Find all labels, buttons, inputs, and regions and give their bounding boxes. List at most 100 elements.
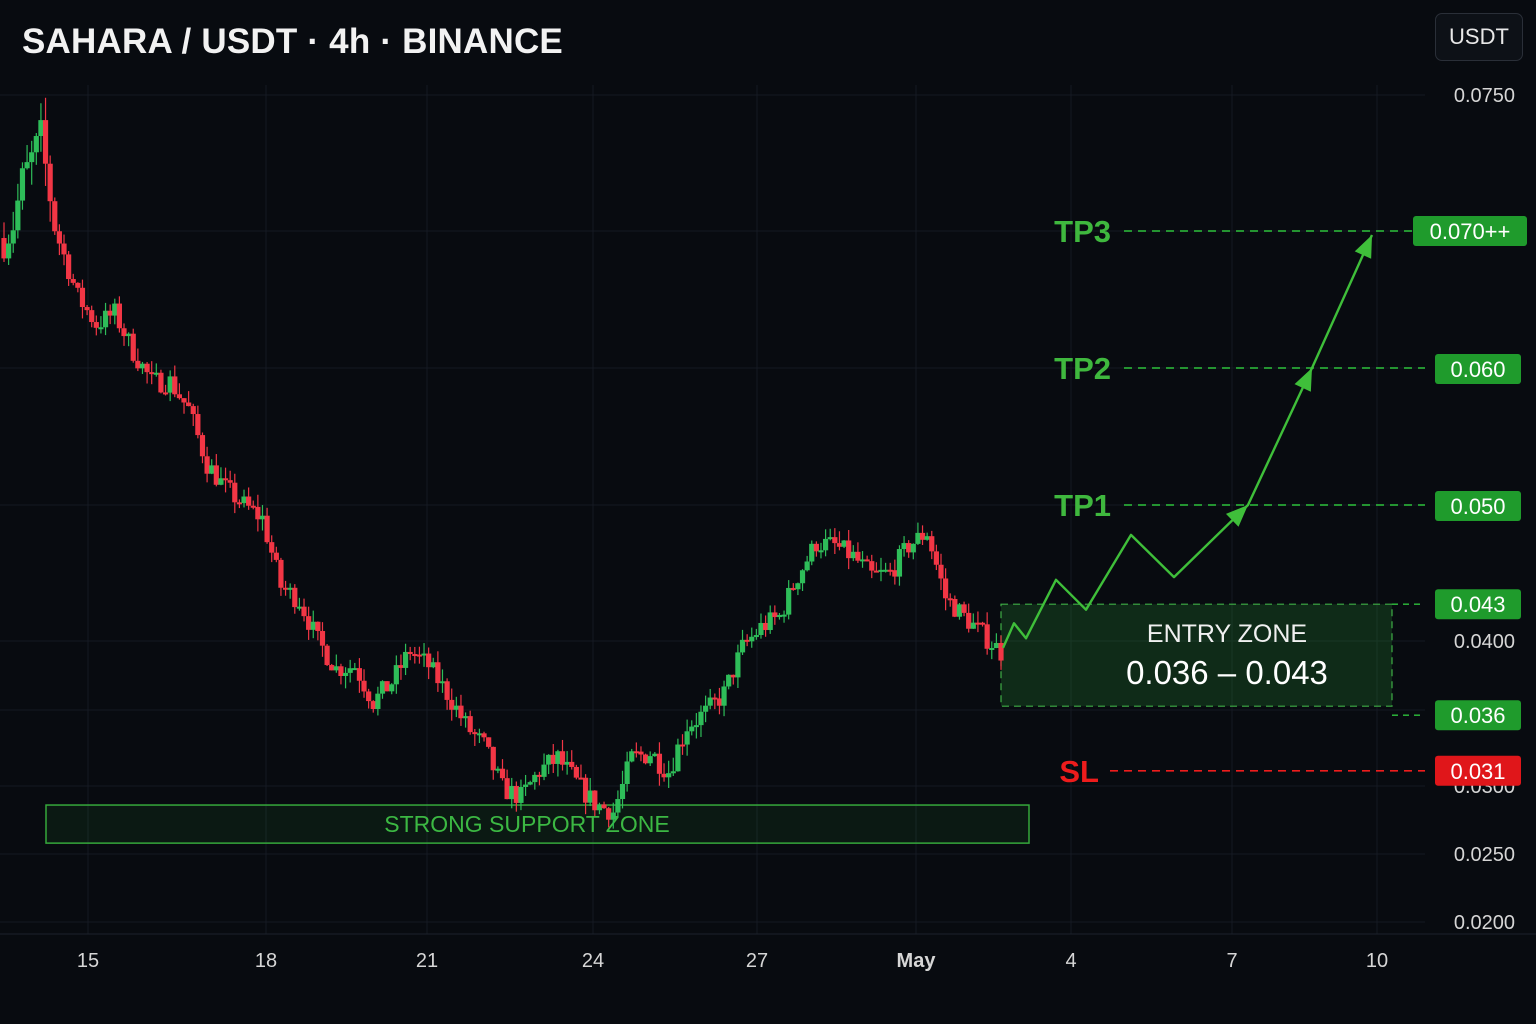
candle-body	[846, 540, 852, 559]
tp2-arrowhead	[1294, 368, 1312, 392]
price-tag-tp1-bg	[1435, 491, 1521, 521]
candle-body	[407, 651, 413, 655]
candle-body	[139, 363, 146, 369]
candle-body	[758, 622, 764, 636]
candle-body	[1, 238, 7, 259]
candle-body	[532, 774, 538, 783]
candle-body	[186, 402, 192, 407]
target-label-tp3: TP3	[1054, 214, 1111, 249]
candle-body	[596, 804, 603, 811]
candle-body	[569, 761, 575, 767]
candle-body	[102, 310, 109, 328]
candle-body	[906, 543, 912, 553]
entry-zone	[1000, 603, 1393, 707]
candle-body	[993, 642, 999, 649]
candle-body	[421, 653, 427, 656]
candle-body	[384, 681, 390, 692]
candle-body	[61, 243, 67, 255]
candle-body	[176, 394, 182, 399]
candle-body	[749, 636, 755, 642]
candle-body	[582, 777, 589, 803]
projection-path	[1001, 234, 1374, 649]
candle-body	[933, 551, 939, 565]
candle-body	[629, 751, 635, 762]
candle-body	[721, 686, 727, 706]
candle-body	[998, 642, 1004, 661]
candle-body	[799, 570, 806, 584]
candle-body	[287, 587, 293, 590]
candle-body	[712, 697, 718, 700]
candle-body	[823, 538, 829, 551]
candle-body	[29, 152, 35, 163]
currency-button[interactable]: USDT	[1435, 13, 1523, 61]
candle-body	[10, 230, 16, 244]
candle-body	[910, 543, 916, 553]
price-tag-stop-loss: 0.031	[1435, 755, 1521, 786]
candle-body	[943, 578, 949, 599]
candle-body	[550, 754, 556, 764]
candle-body	[52, 201, 58, 232]
candle-body	[929, 536, 935, 552]
candle-body	[472, 732, 478, 735]
candle-body	[786, 587, 792, 615]
candle-body	[666, 773, 672, 778]
candle-body	[624, 761, 630, 785]
candle-body	[232, 482, 238, 503]
candle-body	[190, 406, 196, 415]
candle-body	[887, 569, 893, 572]
entry-zone-title: ENTRY ZONE	[1147, 620, 1307, 648]
candle-body	[375, 693, 381, 709]
candle-body	[883, 569, 889, 572]
candle-body	[236, 502, 243, 505]
candle-body	[966, 612, 972, 629]
support-zone	[45, 804, 1030, 844]
candle-body	[329, 665, 335, 671]
candle-body	[813, 543, 819, 552]
candle-body	[652, 753, 658, 757]
candle-body	[679, 744, 686, 747]
candle-body	[84, 307, 90, 311]
price-tag-tp2-bg	[1435, 354, 1521, 384]
candle-body	[619, 784, 626, 800]
candle-body	[439, 681, 446, 684]
candle-body	[167, 376, 173, 393]
candle-body	[121, 328, 127, 337]
candle-body	[509, 786, 515, 800]
candle-body	[979, 622, 986, 625]
candle-body	[324, 645, 330, 666]
candle-body	[130, 333, 136, 361]
candle-body	[389, 684, 395, 692]
candle-body	[601, 804, 607, 809]
candle-body	[199, 435, 206, 457]
candle-body	[610, 812, 616, 820]
candle-body	[956, 604, 963, 617]
candle-body	[412, 654, 418, 657]
candle-body	[518, 786, 524, 803]
candle-body	[379, 681, 386, 694]
candle-body	[310, 621, 316, 630]
candle-body	[938, 564, 944, 579]
candle-body	[315, 621, 321, 632]
candle-body	[638, 751, 644, 755]
candle-body	[689, 726, 695, 732]
candle-body	[495, 768, 501, 771]
candle-body	[144, 363, 150, 373]
candle-body	[684, 731, 690, 745]
candle-body	[730, 674, 736, 678]
candle-body	[513, 786, 519, 803]
y-tick-label: 0.0200	[1454, 912, 1515, 934]
candle-body	[319, 631, 326, 646]
stop-loss-label: SL	[1059, 754, 1099, 789]
candle-body	[153, 372, 159, 375]
candle-body	[306, 616, 312, 630]
candle-body	[393, 665, 399, 685]
candle-body	[578, 777, 584, 780]
candle-body	[107, 310, 113, 316]
candle-body	[195, 414, 201, 436]
candle-body	[915, 532, 921, 544]
candle-body	[264, 515, 270, 543]
x-tick-label: 10	[1366, 950, 1388, 972]
chart-grid	[0, 85, 1536, 935]
price-tag-stop-loss-bg	[1435, 755, 1521, 786]
